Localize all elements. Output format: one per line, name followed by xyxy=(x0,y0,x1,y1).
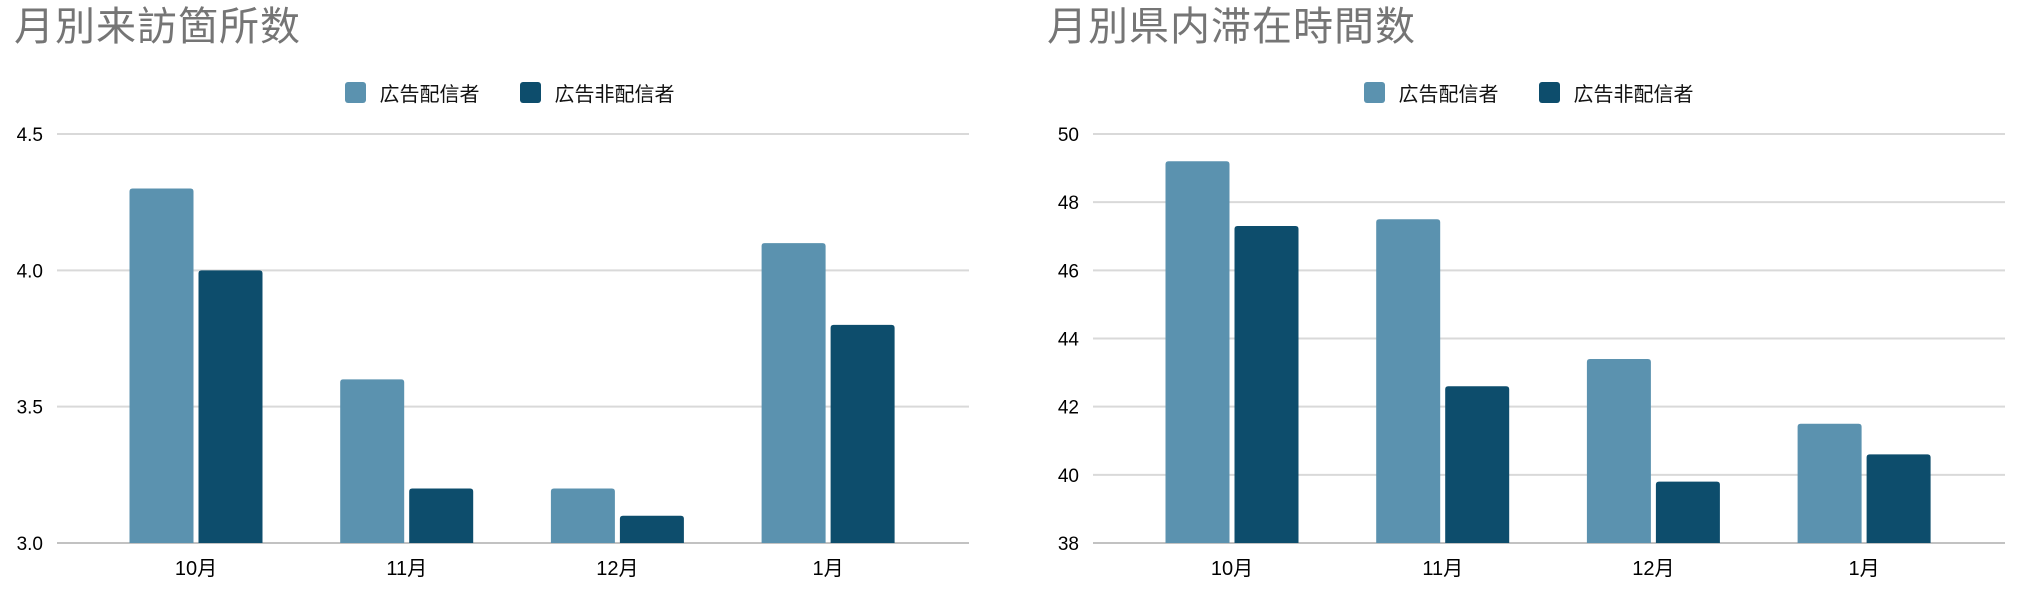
bar-series2-group2[interactable] xyxy=(409,488,474,543)
chart-title: 月別来訪箇所数 xyxy=(14,5,301,49)
x-axis-label: 1月 xyxy=(1849,558,1880,580)
x-axis-label: 12月 xyxy=(596,558,638,580)
bar-series1-group3[interactable] xyxy=(1586,358,1651,543)
y-tick-label: 38 xyxy=(1058,534,1079,555)
x-axis-label: 11月 xyxy=(1422,558,1463,580)
chart-monthly-visited-places: 月別来訪箇所数 広告配信者 広告非配信者 4.5 4.0 3.5 3.0 10月 11月 12… xyxy=(0,5,1019,580)
bar-series1-group4[interactable] xyxy=(1797,423,1862,543)
legend-item-series2: 広告非配信者 xyxy=(1538,78,1694,107)
y-tick-label: 44 xyxy=(1058,330,1080,351)
bar-series2-group1[interactable] xyxy=(198,270,263,543)
x-axis-label: 10月 xyxy=(175,558,217,580)
legend-swatch xyxy=(519,81,541,103)
legend-label: 広告配信者 xyxy=(1398,83,1499,106)
bar-series2-group4[interactable] xyxy=(1866,454,1931,543)
bar-series1-group2[interactable] xyxy=(1376,219,1441,544)
bar-series1-group4[interactable] xyxy=(761,243,826,544)
bar-plot: 50 48 46 44 42 40 38 10月 11月 12月 1月 xyxy=(1058,125,2005,580)
bar-series2-group1[interactable] xyxy=(1234,226,1299,543)
legend-swatch xyxy=(1538,81,1560,103)
bar-series2-group3[interactable] xyxy=(1655,481,1720,543)
y-tick-label: 3.5 xyxy=(17,398,43,419)
y-tick-label: 50 xyxy=(1058,125,1079,146)
bar-series1-group1[interactable] xyxy=(1165,161,1230,543)
bar-series2-group4[interactable] xyxy=(830,324,895,543)
legend: 広告配信者 広告非配信者 xyxy=(1019,77,2038,107)
legend-swatch xyxy=(1363,81,1385,103)
y-tick-label: 48 xyxy=(1058,193,1079,214)
x-axis-label: 1月 xyxy=(813,558,844,580)
chart-title: 月別県内滞在時間数 xyxy=(1047,5,1416,49)
bar-series1-group3[interactable] xyxy=(550,488,615,543)
bar-series1-group1[interactable] xyxy=(129,188,194,544)
legend-label: 広告非配信者 xyxy=(1573,83,1694,106)
bar-series2-group2[interactable] xyxy=(1445,386,1510,543)
legend-item-series1: 広告配信者 xyxy=(1363,78,1499,107)
y-tick-label: 40 xyxy=(1058,466,1079,487)
legend-swatch xyxy=(344,81,366,103)
bar-series1-group2[interactable] xyxy=(340,379,405,543)
y-tick-label: 46 xyxy=(1058,261,1079,282)
legend-label: 広告配信者 xyxy=(379,83,480,106)
y-tick-label: 3.0 xyxy=(17,534,43,555)
legend: 広告配信者 広告非配信者 xyxy=(0,77,1019,107)
y-tick-label: 42 xyxy=(1058,398,1079,419)
legend-item-series1: 広告配信者 xyxy=(344,78,480,107)
y-tick-label: 4.0 xyxy=(17,261,43,282)
bar-series2-group3[interactable] xyxy=(619,515,684,543)
x-axis-label: 11月 xyxy=(386,558,427,580)
legend-label: 広告非配信者 xyxy=(554,83,675,106)
bar-plot: 4.5 4.0 3.5 3.0 10月 11月 12月 1月 xyxy=(17,125,969,580)
x-axis-label: 10月 xyxy=(1211,558,1253,580)
x-axis-label: 12月 xyxy=(1632,558,1674,580)
chart-monthly-stay-hours: 月別県内滞在時間数 広告配信者 広告非配信者 50 48 46 44 42 40 38 10月 1… xyxy=(1019,0,2038,602)
y-tick-label: 4.5 xyxy=(17,125,43,146)
legend-item-series2: 広告非配信者 xyxy=(519,78,675,107)
